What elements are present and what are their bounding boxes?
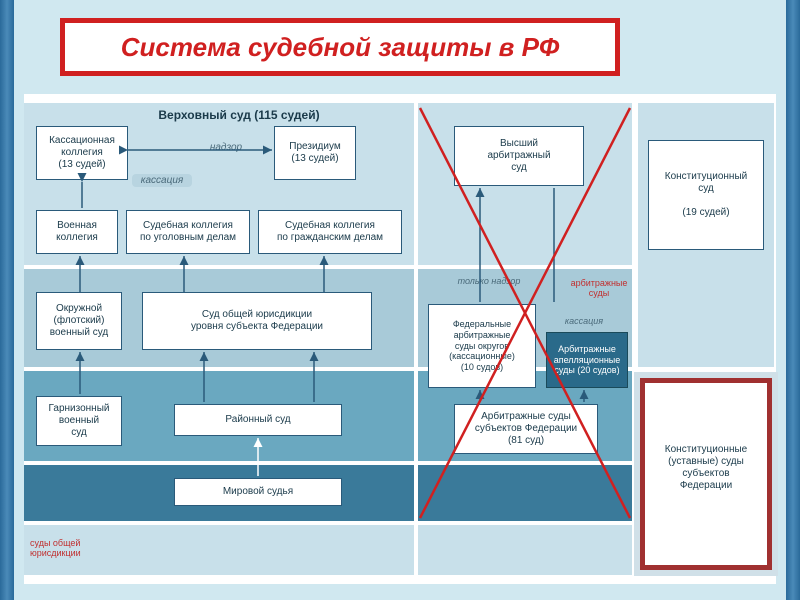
label-kassatsiya2: кассация <box>554 316 614 326</box>
box-voennaya: Военная коллегия <box>36 210 118 254</box>
label-kassatsiya: кассация <box>132 174 192 187</box>
label-tolko-nadzor: только надзор <box>444 276 534 286</box>
box-rayon: Районный суд <box>174 404 342 436</box>
box-sud-obshchey: Суд общей юрисдикции уровня субъекта Фед… <box>142 292 372 350</box>
box-prezidium: Президиум (13 судей) <box>274 126 356 180</box>
box-arb-apell: Арбитражные апелляционные суды (20 судов… <box>546 332 628 388</box>
page-title-box: Система судебной защиты в РФ <box>60 18 620 76</box>
box-mirovoy: Мировой судья <box>174 478 342 506</box>
box-konstit: Конституционный суд (19 судей) <box>648 140 764 250</box>
box-fed-arb: Федеральные арбитражные суды округов (ка… <box>428 304 536 388</box>
diagram: Верховный суд (115 судей) Кассационная к… <box>24 94 776 584</box>
label-arb-sudy: арбитражные суды <box>564 278 634 298</box>
decor-sidebar-left <box>0 0 14 600</box>
page-title: Система судебной защиты в РФ <box>121 32 560 63</box>
box-okruzh: Окружной (флотский) военный суд <box>36 292 122 350</box>
box-konstit-ustav: Конституционные (уставные) суды субъекто… <box>650 418 762 518</box>
label-sudy-obshchey: суды общей юрисдикции <box>30 538 110 558</box>
box-arb-subj: Арбитражные суды субъектов Федерации (81… <box>454 404 598 454</box>
decor-sidebar-right <box>786 0 800 600</box>
band-5 <box>24 525 632 575</box>
box-grazhdan: Судебная коллегия по гражданским делам <box>258 210 402 254</box>
box-kassats: Кассационная коллегия (13 судей) <box>36 126 128 180</box>
box-ugolovnaya: Судебная коллегия по уголовным делам <box>126 210 250 254</box>
box-garnizon: Гарнизонный военный суд <box>36 396 122 446</box>
supreme-court-label: Верховный суд (115 судей) <box>144 108 334 122</box>
label-nadzor: надзор <box>196 142 256 153</box>
box-vysshiy-arb: Высший арбитражный суд <box>454 126 584 186</box>
vert-sep <box>414 103 418 575</box>
